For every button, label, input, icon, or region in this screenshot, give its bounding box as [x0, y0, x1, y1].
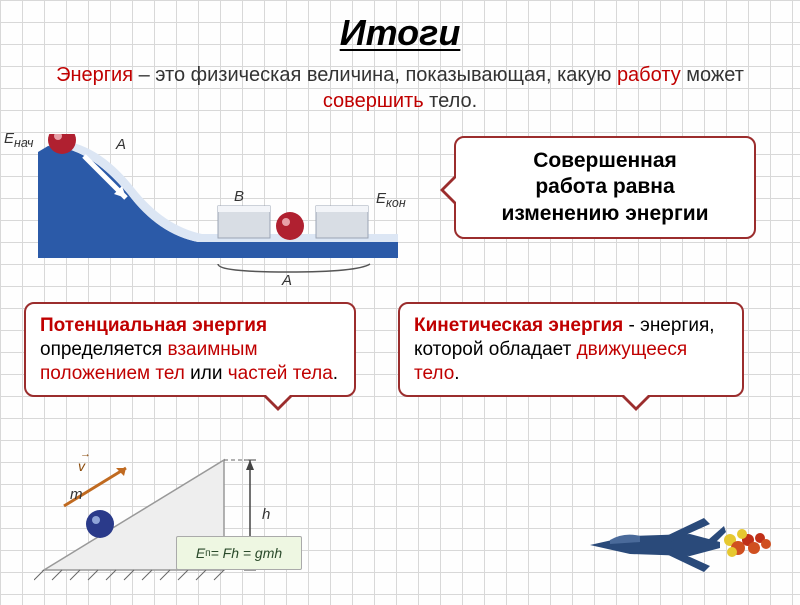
c2-dot: . [333, 363, 338, 384]
callout-kinetic-energy: Кинетическая энергия - энергия, которой … [398, 302, 744, 397]
definition-text: Энергия – это физическая величина, показ… [0, 54, 800, 114]
c1-line1: Совершенная [470, 148, 740, 174]
c2-head: Потенциальная энергия [40, 315, 267, 336]
ramp-e-end: Eкон [376, 190, 406, 210]
c3-dot: . [454, 363, 459, 384]
def-energy: Энергия [56, 64, 133, 86]
ramp-a-bottom: A [282, 272, 292, 289]
ramp-a-top: A [116, 136, 126, 153]
incline-h-label: h [262, 506, 270, 523]
ramp-diagram: Eнач A B Eкон A [18, 134, 408, 284]
def-tail: тело. [424, 90, 478, 112]
incline-m-label: m [70, 486, 83, 503]
jet-diagram [570, 510, 780, 580]
callout-work-equals-energy-change: Совершенная работа равна изменению энерг… [454, 136, 756, 239]
c2-plain2: или [185, 363, 228, 384]
formula-potential-energy: Eп = Fh = gmh [176, 536, 302, 570]
c1-line2: работа равна [470, 174, 740, 200]
def-work: работу [617, 64, 681, 86]
ramp-b-mid: B [234, 188, 244, 205]
callout-potential-energy: Потенциальная энергия определяется взаим… [24, 302, 356, 397]
c1-line3: изменению энергии [470, 201, 740, 227]
page-title: Итоги [0, 0, 800, 54]
c3-head: Кинетическая энергия [414, 315, 623, 336]
def-commit: совершить [323, 90, 424, 112]
ramp-e-start: Eнач [4, 130, 33, 150]
c2-plain1: определяется [40, 339, 167, 360]
incline-v-label: →v [78, 458, 85, 474]
def-mid1: – это физическая величина, показывающая,… [133, 64, 617, 86]
c2-red2: частей тела [228, 363, 333, 384]
def-mid2: может [681, 64, 744, 86]
